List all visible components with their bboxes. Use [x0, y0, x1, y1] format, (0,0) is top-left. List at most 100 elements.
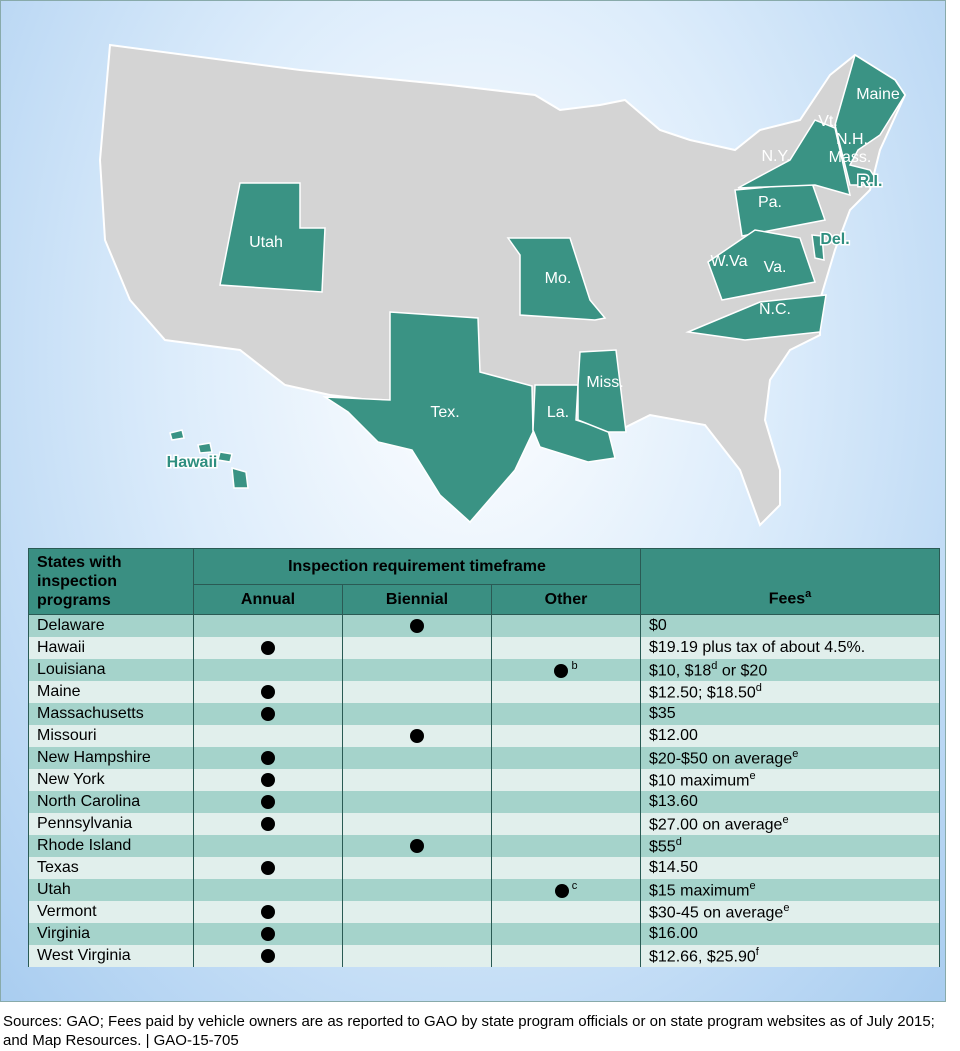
state-name: Maine — [28, 681, 194, 703]
timeframe-cell — [342, 614, 492, 637]
timeframe-cell — [342, 725, 492, 747]
fee-note: d — [711, 659, 718, 672]
table-row: Maine $12.50; $18.50d — [28, 681, 940, 703]
table-row: Delaware $0 — [28, 614, 940, 637]
state-label: Miss. — [586, 374, 623, 391]
timeframe-cell — [193, 923, 343, 945]
table-row: West Virginia $12.66, $25.90f — [28, 945, 940, 967]
state-name: Texas — [28, 857, 194, 879]
timeframe-cell — [193, 614, 343, 637]
table-row: Louisiana b $10, $18d or $20 — [28, 659, 940, 681]
state-name: Vermont — [28, 901, 194, 923]
timeframe-cell — [193, 769, 343, 791]
timeframe-cell — [491, 703, 641, 725]
fee-text: $30-45 on average — [649, 904, 784, 922]
fee-note: e — [782, 813, 789, 826]
timeframe-cell — [342, 659, 492, 681]
timeframe-cell — [491, 769, 641, 791]
fee: $19.19 plus tax of about 4.5%. — [640, 637, 940, 659]
bullet — [261, 772, 275, 787]
state-label: Va. — [764, 259, 787, 276]
timeframe-cell: b — [491, 659, 641, 681]
bullet — [261, 684, 275, 699]
header-timeframe: Inspection requirement timeframe — [193, 548, 641, 585]
map: Maine Vt.N.H. N.Y. Mass. R.I. Pa. Del. W.Va Va. M… — [98, 43, 907, 527]
fee-note: e — [783, 901, 790, 914]
timeframe-cell — [491, 923, 641, 945]
state-label: Del. — [820, 231, 849, 248]
table-row: Vermont $30-45 on averagee — [28, 901, 940, 923]
state-name: Rhode Island — [28, 835, 194, 857]
timeframe-cell — [193, 791, 343, 813]
fee: $15 maximume — [640, 879, 940, 901]
bullet — [261, 640, 275, 655]
fee: $16.00 — [640, 923, 940, 945]
fee-note: e — [749, 879, 756, 892]
fee-note: d — [755, 681, 762, 694]
bullet — [410, 618, 424, 633]
fee-text: $10, $18 — [649, 662, 712, 680]
state-shape — [322, 311, 534, 524]
state-name: North Carolina — [28, 791, 194, 813]
bullet — [261, 860, 275, 875]
state-name: Hawaii — [28, 637, 194, 659]
fee: $12.50; $18.50d — [640, 681, 940, 703]
state-shape — [169, 429, 185, 441]
header-fees: Feesa — [640, 548, 940, 615]
fee: $0 — [640, 614, 940, 637]
timeframe-cell — [342, 857, 492, 879]
bullet — [261, 750, 275, 765]
timeframe-cell — [193, 681, 343, 703]
timeframe-cell — [342, 901, 492, 923]
state-name: Missouri — [28, 725, 194, 747]
state-shape — [231, 466, 249, 489]
table-row: Utah c $15 maximume — [28, 879, 940, 901]
timeframe-cell — [193, 879, 343, 901]
fee-text: $14.50 — [649, 859, 698, 876]
timeframe-cell: c — [491, 879, 641, 901]
state-shape — [834, 53, 906, 186]
timeframe-cell — [491, 835, 641, 857]
timeframe-cell — [193, 857, 343, 879]
bullet — [554, 663, 569, 678]
bullet — [261, 926, 275, 941]
timeframe-cell — [193, 835, 343, 857]
state-label: Utah — [249, 234, 283, 251]
fee: $27.00 on averagee — [640, 813, 940, 835]
bullet — [410, 728, 424, 743]
timeframe-cell — [342, 637, 492, 659]
table-row: New Hampshire $20-$50 on averagee — [28, 747, 940, 769]
fee: $12.66, $25.90f — [640, 945, 940, 967]
timeframe-cell — [491, 637, 641, 659]
header-fees-text: Fees — [768, 590, 806, 607]
source-note: Sources: GAO; Fees paid by vehicle owner… — [3, 1013, 935, 1049]
table-row: New York $10 maximume — [28, 769, 940, 791]
bullet — [261, 794, 275, 809]
timeframe-cell — [193, 637, 343, 659]
timeframe-cell — [342, 769, 492, 791]
state-name: New York — [28, 769, 194, 791]
fee-note: e — [749, 769, 756, 782]
timeframe-cell — [342, 681, 492, 703]
timeframe-cell — [342, 747, 492, 769]
fee-text: $12.66, $25.90 — [649, 948, 756, 966]
state-label: W.Va — [710, 253, 747, 270]
fee: $10 maximume — [640, 769, 940, 791]
fee-table: States with inspection programs Inspecti… — [28, 548, 940, 967]
fee: $12.00 — [640, 725, 940, 747]
state-label: La. — [547, 404, 569, 421]
bullet — [261, 706, 275, 721]
state-name: Virginia — [28, 923, 194, 945]
fee-note: e — [792, 747, 799, 760]
state-name: New Hampshire — [28, 747, 194, 769]
state-name: Louisiana — [28, 659, 194, 681]
state-name: Delaware — [28, 614, 194, 637]
column-header: Biennial — [342, 584, 492, 615]
table-row: Missouri $12.00 — [28, 725, 940, 747]
fee: $14.50 — [640, 857, 940, 879]
timeframe-cell — [491, 791, 641, 813]
timeframe-cell — [342, 879, 492, 901]
bullet-note: b — [571, 659, 578, 672]
timeframe-cell — [193, 901, 343, 923]
